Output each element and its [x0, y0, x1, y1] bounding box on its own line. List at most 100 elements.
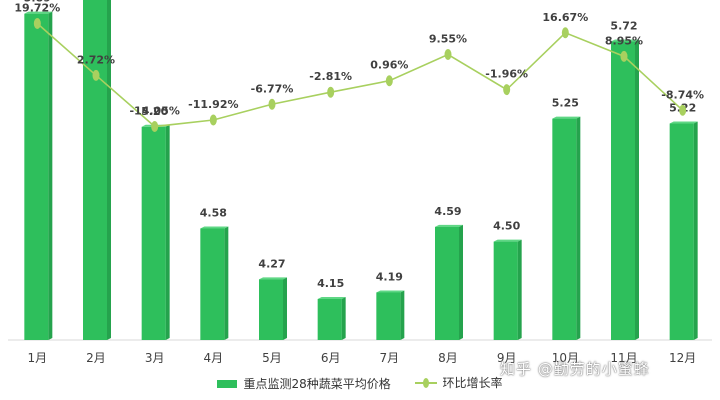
growth-rate-label: -14.05%	[129, 104, 179, 117]
x-tick-label: 1月	[28, 351, 48, 365]
growth-rate-point-4	[209, 114, 217, 126]
bar-value-label: 4.58	[200, 206, 227, 219]
growth-rate-point-8	[444, 49, 452, 61]
bar-rect	[493, 241, 518, 340]
bar-value-label: 5.25	[552, 97, 579, 110]
growth-rate-point-11	[620, 50, 628, 62]
bar-value-label: 4.27	[258, 257, 285, 270]
legend: 重点监测28种蔬菜平均价格 环比增长率	[0, 374, 720, 392]
bar-rect	[552, 118, 577, 340]
growth-rate-point-6	[327, 86, 335, 98]
bar-7	[376, 290, 405, 340]
bar-rect	[24, 13, 49, 340]
x-tick-label: 8月	[438, 351, 458, 365]
bar-11	[611, 39, 639, 341]
bar-side	[341, 297, 346, 340]
bar-series: 5.896.055.204.584.274.154.194.594.505.25…	[24, 0, 698, 341]
bar-side	[165, 124, 170, 340]
bar-value-label: 4.15	[317, 277, 344, 290]
x-tick-label: 3月	[145, 351, 165, 365]
x-tick-label: 11月	[610, 351, 637, 365]
bar-side	[517, 239, 522, 340]
legend-item-bar[interactable]: 重点监测28种蔬菜平均价格	[217, 375, 391, 392]
x-axis-ticks: 1月 2月 3月 4月 5月 6月 7月 8月 9月 10月 11月 12月	[28, 351, 697, 365]
bar-top	[376, 290, 405, 293]
bar-rect	[376, 292, 401, 340]
legend-line-swatch	[414, 377, 437, 388]
growth-rate-point-2	[92, 69, 100, 81]
growth-rate-label: -8.74%	[661, 88, 704, 101]
bar-top	[493, 239, 522, 242]
growth-rate-label: 8.95%	[605, 34, 643, 47]
bar-value-label: 4.59	[434, 205, 461, 218]
bar-rect	[83, 0, 107, 341]
growth-rate-line	[36, 22, 684, 128]
watermark: 知乎 @勤劳的小蜜蜂	[500, 360, 650, 378]
bar-side	[107, 0, 111, 340]
growth-rate-point-9	[503, 84, 511, 96]
x-tick-label: 4月	[204, 351, 224, 365]
growth-rate-point-1	[33, 17, 41, 29]
bar-top	[552, 116, 581, 119]
bar-side	[576, 116, 581, 340]
growth-rate-label: 16.67%	[542, 11, 588, 24]
bar-rect	[200, 228, 225, 340]
bar-8	[435, 224, 463, 340]
x-tick-label: 10月	[552, 351, 579, 365]
x-tick-label: 5月	[262, 351, 282, 365]
bar-rect	[259, 279, 283, 340]
legend-bar-swatch	[217, 379, 238, 388]
bar-rect	[435, 226, 459, 340]
bar-side	[224, 226, 229, 340]
x-tick-label: 7月	[380, 351, 400, 365]
bar-rect	[669, 123, 694, 341]
legend-bar-label: 重点监测28种蔬菜平均价格	[243, 377, 391, 391]
growth-rate-label: 19.72%	[14, 1, 60, 14]
growth-rate-label: 0.96%	[370, 59, 408, 72]
bar-top	[259, 277, 287, 280]
growth-rate-point-10	[561, 27, 569, 39]
growth-rate-label: -11.92%	[188, 98, 238, 111]
bar-top	[24, 11, 53, 14]
bar-side	[48, 11, 53, 340]
bar-top	[200, 226, 229, 229]
bar-12	[669, 121, 698, 341]
bar-1	[24, 11, 53, 340]
bar-side	[400, 290, 405, 340]
x-tick-label: 2月	[86, 351, 106, 365]
growth-rate-label: -1.96%	[485, 68, 528, 81]
bar-top	[669, 121, 698, 124]
bar-value-label: 5.20	[141, 105, 168, 118]
growth-rate-label: 2.72%	[77, 53, 115, 66]
bar-2	[83, 0, 111, 341]
line-series: 19.72% 2.72% -14.05% -11.92% -6.77% -2.81% 0.9…	[14, 1, 704, 132]
growth-rate-label: 9.55%	[429, 33, 467, 46]
bar-9	[493, 239, 522, 340]
bar-value-label: 5.89	[24, 0, 51, 5]
growth-rate-label: -2.81%	[309, 70, 352, 83]
bar-6	[317, 297, 346, 340]
bar-side	[459, 224, 463, 340]
bar-side	[635, 39, 639, 341]
bar-value-label: 4.19	[376, 270, 403, 283]
bar-5	[259, 277, 287, 340]
bar-value-label: 4.50	[493, 220, 520, 233]
x-tick-label: 12月	[669, 351, 696, 365]
bar-rect	[141, 126, 166, 340]
bar-10	[552, 116, 581, 340]
bar-4	[200, 226, 229, 340]
growth-rate-label: -6.77%	[251, 82, 294, 95]
bar-top	[611, 39, 639, 42]
bar-rect	[611, 41, 635, 341]
bar-side	[283, 277, 287, 340]
legend-item-line[interactable]: 环比增长率	[414, 374, 503, 391]
bar-side	[693, 121, 698, 341]
bar-rect	[317, 299, 342, 340]
bar-3	[141, 124, 170, 340]
growth-rate-point-7	[385, 75, 393, 87]
legend-line-label: 环比增长率	[442, 376, 503, 390]
growth-rate-point-5	[268, 98, 276, 110]
growth-rate-point-12	[679, 104, 687, 116]
bar-top	[317, 297, 346, 299]
